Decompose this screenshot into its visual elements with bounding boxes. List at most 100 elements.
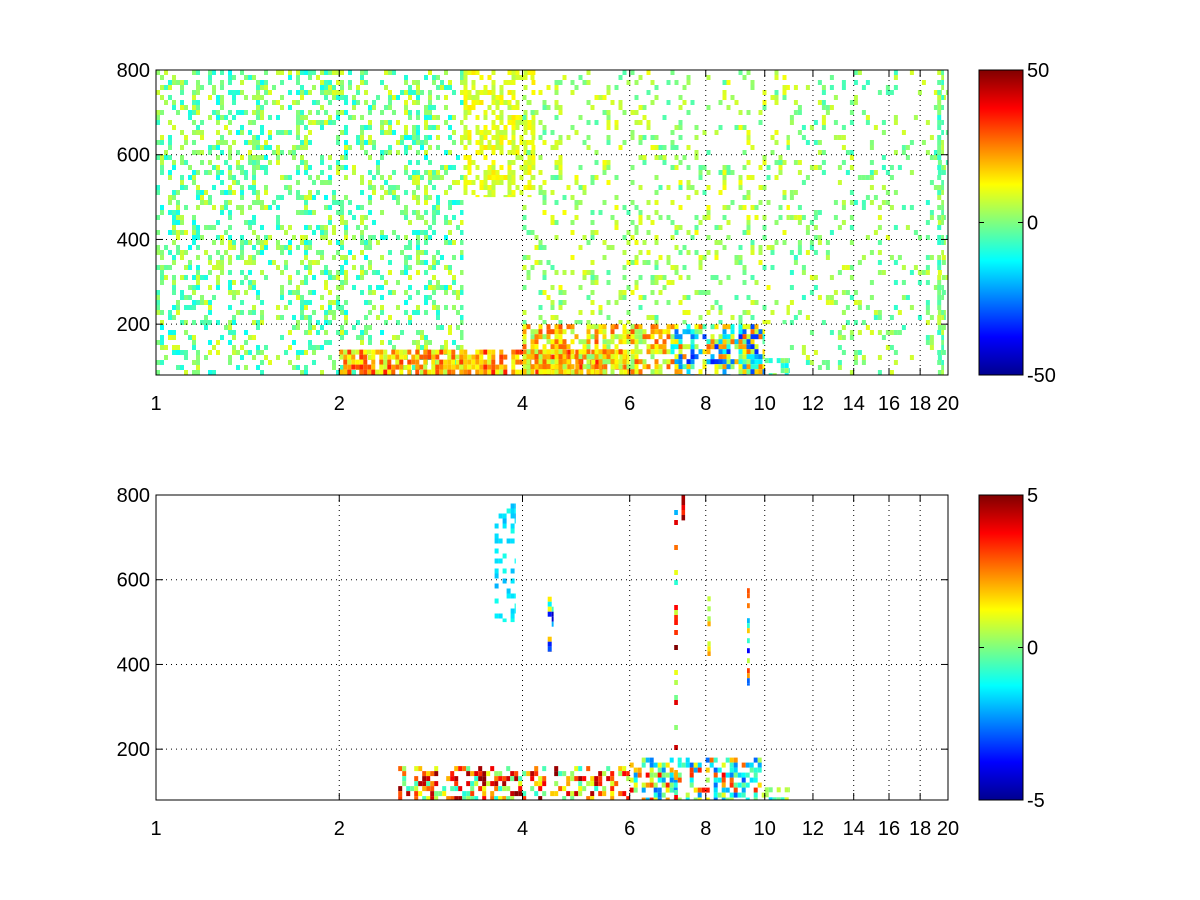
bottom-x-tick-label: 8 bbox=[700, 818, 711, 840]
top-heatmap-cell bbox=[360, 250, 364, 255]
top-heatmap-cell bbox=[483, 110, 488, 115]
top-heatmap-cell bbox=[252, 75, 256, 80]
top-heatmap-cell bbox=[742, 310, 747, 315]
top-heatmap-cell bbox=[750, 329, 755, 335]
top-heatmap-cell bbox=[216, 285, 220, 290]
top-heatmap-cell bbox=[626, 240, 631, 245]
top-heatmap-cell bbox=[507, 115, 512, 120]
top-heatmap-cell bbox=[340, 110, 344, 115]
top-heatmap-cell bbox=[784, 363, 789, 369]
bottom-heatmap-cell bbox=[757, 762, 762, 768]
top-heatmap-cell bbox=[404, 265, 408, 270]
top-heatmap-cell bbox=[232, 345, 236, 350]
top-heatmap-cell bbox=[324, 95, 328, 100]
top-heatmap-cell bbox=[642, 334, 647, 340]
top-heatmap-cell bbox=[408, 160, 412, 165]
top-heatmap-cell bbox=[674, 230, 679, 235]
top-heatmap-cell bbox=[682, 100, 687, 105]
top-heatmap-cell bbox=[176, 110, 180, 115]
bottom-heatmap-cell bbox=[674, 570, 678, 575]
bottom-heatmap-cell bbox=[747, 683, 750, 686]
top-heatmap-cell bbox=[595, 369, 600, 375]
top-heatmap-cell bbox=[893, 330, 898, 335]
bottom-heatmap-cell bbox=[626, 796, 630, 800]
top-heatmap-cell bbox=[622, 339, 627, 345]
top-heatmap-cell bbox=[586, 359, 591, 365]
top-heatmap-cell bbox=[408, 285, 412, 290]
top-heatmap-cell bbox=[375, 369, 380, 375]
bottom-heatmap-cell bbox=[478, 771, 483, 777]
top-heatmap-cell bbox=[706, 75, 711, 80]
bottom-heatmap-cell bbox=[689, 767, 694, 773]
top-heatmap-cell bbox=[360, 175, 364, 180]
bottom-heatmap-cell bbox=[669, 787, 674, 793]
top-heatmap-cell bbox=[602, 240, 607, 245]
top-heatmap-cell bbox=[196, 235, 200, 240]
top-heatmap-cell bbox=[384, 150, 388, 155]
bottom-heatmap-cell bbox=[498, 796, 503, 800]
top-heatmap-cell bbox=[527, 170, 532, 175]
bottom-heatmap-cell bbox=[502, 578, 507, 584]
top-heatmap-cell bbox=[424, 260, 428, 265]
top-heatmap-cell bbox=[475, 130, 480, 135]
top-heatmap-cell bbox=[550, 265, 555, 270]
top-heatmap-cell bbox=[343, 364, 348, 370]
top-heatmap-cell bbox=[491, 145, 496, 150]
top-heatmap-cell bbox=[614, 205, 619, 210]
top-heatmap-cell bbox=[328, 320, 332, 325]
top-heatmap-cell bbox=[554, 115, 559, 120]
top-heatmap-cell bbox=[634, 230, 639, 235]
top-heatmap-cell bbox=[758, 369, 763, 375]
top-heatmap-cell bbox=[463, 190, 468, 195]
top-heatmap-cell bbox=[626, 260, 631, 265]
top-heatmap-cell bbox=[678, 250, 683, 255]
top-heatmap-cell bbox=[348, 70, 352, 75]
top-heatmap-cell bbox=[575, 359, 580, 365]
top-heatmap-cell bbox=[766, 285, 771, 290]
top-heatmap-cell bbox=[324, 205, 328, 210]
top-heatmap-cell bbox=[391, 349, 396, 355]
top-heatmap-cell bbox=[495, 100, 500, 105]
top-heatmap-cell bbox=[448, 220, 452, 225]
top-heatmap-cell bbox=[726, 205, 731, 210]
top-heatmap-cell bbox=[941, 130, 944, 135]
top-heatmap-cell bbox=[610, 364, 615, 370]
top-heatmap-cell bbox=[845, 290, 850, 295]
top-heatmap-cell bbox=[499, 135, 504, 140]
top-heatmap-cell bbox=[586, 344, 591, 350]
top-heatmap-cell bbox=[726, 344, 731, 350]
top-heatmap-cell bbox=[491, 165, 496, 170]
top-heatmap-cell bbox=[455, 364, 460, 370]
top-heatmap-cell bbox=[598, 305, 603, 310]
top-heatmap-cell bbox=[666, 280, 671, 285]
top-heatmap-cell bbox=[801, 295, 806, 300]
top-heatmap-cell bbox=[383, 349, 388, 355]
top-heatmap-cell bbox=[638, 220, 643, 225]
top-heatmap-cell bbox=[376, 270, 380, 275]
top-heatmap-cell bbox=[694, 155, 699, 160]
top-heatmap-cell bbox=[538, 290, 543, 295]
top-heatmap-cell bbox=[889, 255, 894, 260]
top-heatmap-cell bbox=[610, 329, 615, 335]
top-heatmap-cell bbox=[570, 90, 575, 95]
top-heatmap-cell bbox=[857, 175, 862, 180]
top-heatmap-cell bbox=[252, 335, 256, 340]
top-heatmap-cell bbox=[424, 310, 428, 315]
top-heatmap-cell bbox=[340, 80, 344, 85]
top-heatmap-cell bbox=[467, 369, 472, 375]
bottom-heatmap-cell bbox=[729, 797, 734, 800]
top-heatmap-cell bbox=[264, 70, 268, 75]
top-heatmap-cell bbox=[738, 344, 743, 350]
bottom-heatmap-cell bbox=[745, 762, 750, 768]
top-heatmap-cell bbox=[809, 220, 814, 225]
top-heatmap-cell bbox=[622, 359, 627, 365]
top-heatmap-cell bbox=[471, 359, 476, 365]
top-heatmap-cell bbox=[452, 340, 456, 345]
bottom-heatmap-cell bbox=[554, 781, 559, 787]
top-heatmap-cell bbox=[877, 225, 882, 230]
top-heatmap-cell bbox=[738, 175, 743, 180]
top-heatmap-cell bbox=[176, 245, 180, 250]
bottom-heatmap-cell bbox=[693, 767, 698, 773]
